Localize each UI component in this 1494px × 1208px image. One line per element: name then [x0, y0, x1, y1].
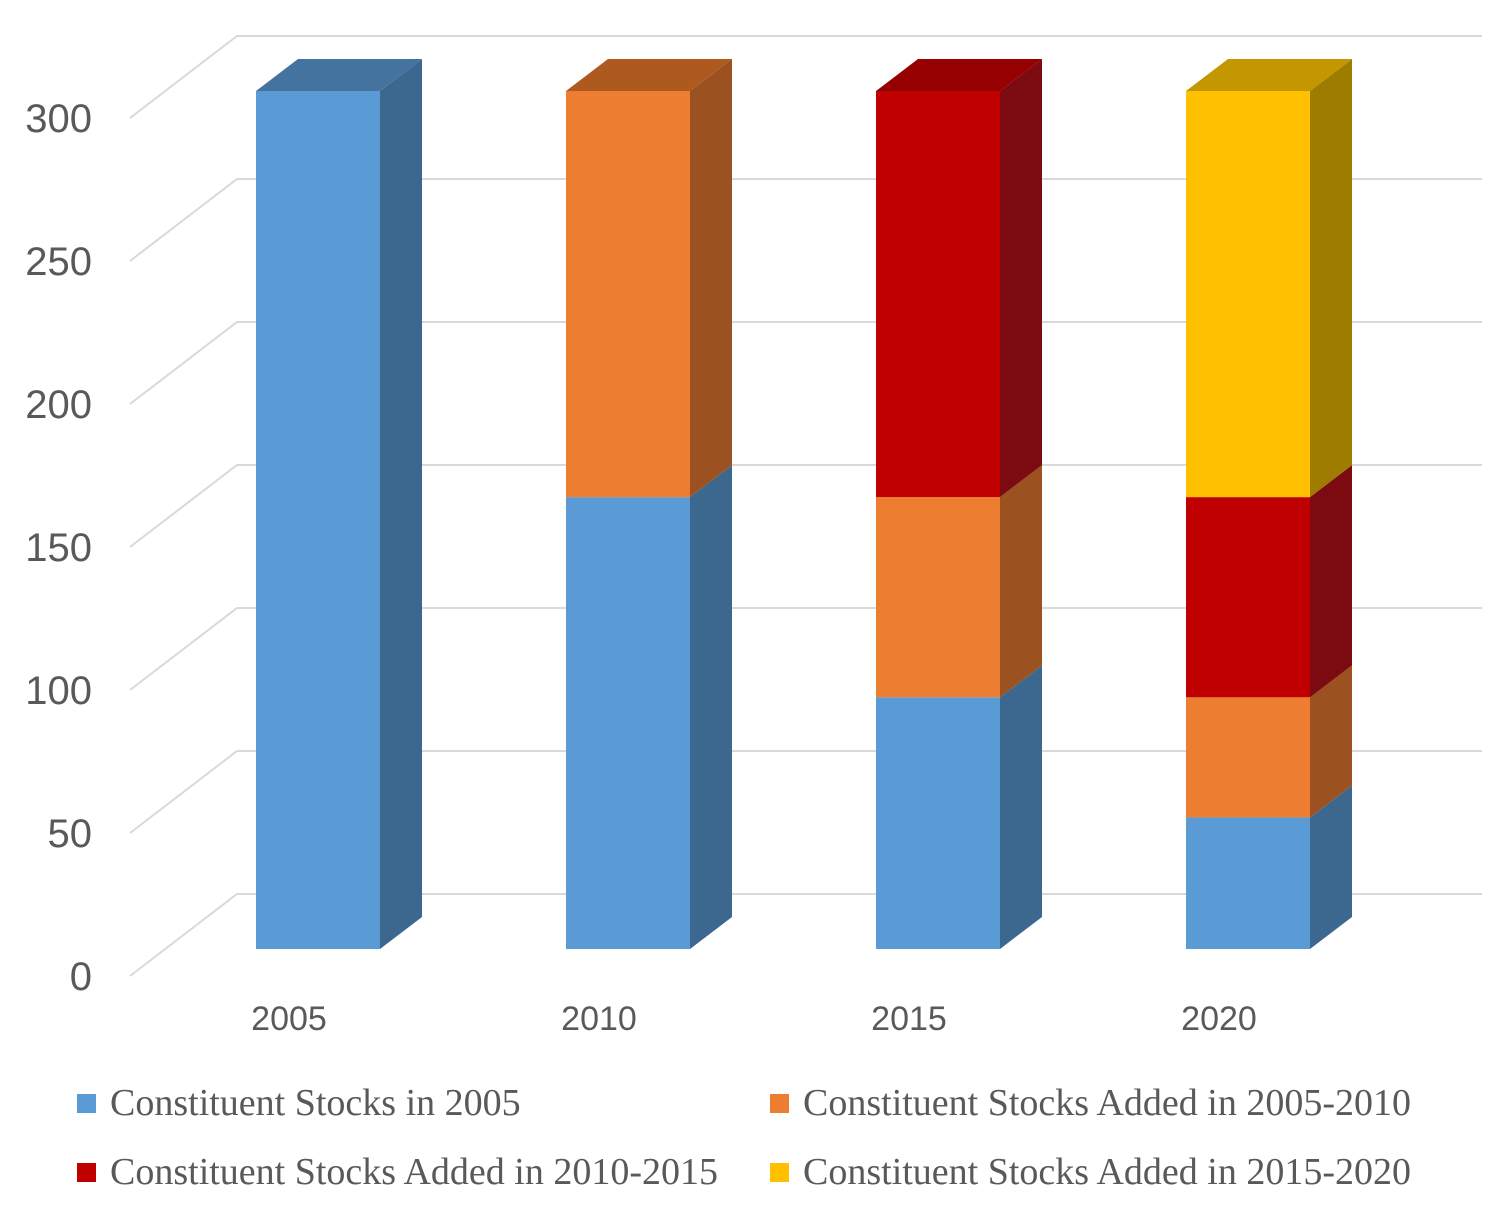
gridline	[129, 607, 1482, 691]
x-category-label: 2005	[251, 1000, 327, 1038]
y-tick-label: 200	[25, 383, 92, 427]
bar-segment-front	[876, 697, 1000, 949]
gridline	[129, 464, 1482, 548]
bar-segment-front	[566, 497, 690, 949]
bar-segment-side	[1310, 785, 1352, 949]
bar-segment-front	[1186, 697, 1310, 818]
gridline	[129, 35, 1482, 119]
bar-top-face	[566, 59, 732, 91]
gridline	[129, 321, 1482, 405]
bar-top-face	[1186, 59, 1352, 91]
bar-segment-side	[1000, 665, 1042, 949]
bar-segment-front	[1186, 91, 1310, 498]
bar-segment-side	[1310, 465, 1352, 698]
x-category-label: 2015	[871, 1000, 947, 1038]
y-tick-label: 150	[25, 526, 92, 570]
bar-segment-side	[1310, 59, 1352, 498]
bar-top-face	[876, 59, 1042, 91]
gridline	[129, 893, 1482, 977]
bar-segment-side	[1000, 465, 1042, 698]
bar-segment-front	[256, 91, 380, 949]
bar-segment-side	[690, 465, 732, 949]
y-tick-label: 300	[25, 97, 92, 141]
bar-segment-side	[690, 59, 732, 498]
y-tick-label: 50	[48, 812, 93, 856]
y-tick-label: 0	[70, 955, 92, 999]
bar-segment-front	[566, 91, 690, 498]
y-tick-label: 100	[25, 669, 92, 713]
y-tick-label: 250	[25, 240, 92, 284]
bar-top-face	[256, 59, 422, 91]
bar-segment-front	[1186, 497, 1310, 698]
bar-segment-side	[1310, 665, 1352, 818]
gridline	[129, 178, 1482, 262]
x-category-label: 2010	[561, 1000, 637, 1038]
bar-segment-front	[876, 497, 1000, 698]
bar-segment-side	[1000, 59, 1042, 498]
gridline	[129, 750, 1482, 834]
bar-segment-side	[380, 59, 422, 949]
bar-segment-front	[876, 91, 1000, 498]
x-category-label: 2020	[1181, 1000, 1257, 1038]
bar-segment-front	[1186, 817, 1310, 949]
